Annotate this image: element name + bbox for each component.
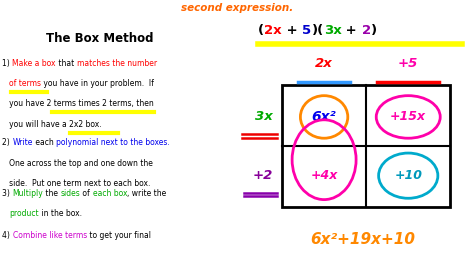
Text: (: ( bbox=[258, 24, 264, 37]
Text: , write the: , write the bbox=[127, 189, 166, 198]
Text: 2): 2) bbox=[2, 138, 12, 147]
Text: you have in your problem.  If: you have in your problem. If bbox=[42, 79, 155, 88]
Text: 6x²+19x+10: 6x²+19x+10 bbox=[310, 232, 415, 247]
Text: product: product bbox=[9, 209, 39, 218]
Text: Make a box: Make a box bbox=[12, 59, 56, 68]
Text: The Box Method: The Box Method bbox=[46, 32, 153, 45]
Text: +: + bbox=[341, 24, 362, 37]
Text: of terms: of terms bbox=[9, 79, 42, 88]
Text: polynomial next to the boxes.: polynomial next to the boxes. bbox=[56, 138, 170, 147]
Text: second expression.: second expression. bbox=[181, 3, 293, 13]
Text: matches the number: matches the number bbox=[77, 59, 157, 68]
Bar bbox=[282, 85, 450, 207]
Text: each box: each box bbox=[92, 189, 127, 198]
Text: you will have a 2x2 box.: you will have a 2x2 box. bbox=[2, 120, 102, 129]
Text: 1): 1) bbox=[2, 59, 12, 68]
Text: Write: Write bbox=[12, 138, 33, 147]
Text: you have 2 terms times 2 terms, then: you have 2 terms times 2 terms, then bbox=[2, 99, 154, 109]
Text: +4x: +4x bbox=[310, 169, 338, 182]
Text: One across the top and one down the: One across the top and one down the bbox=[2, 159, 153, 168]
Text: 2x: 2x bbox=[264, 24, 282, 37]
Text: Combine like terms: Combine like terms bbox=[13, 231, 87, 240]
Text: side.  Put one term next to each box.: side. Put one term next to each box. bbox=[2, 179, 151, 188]
Text: the: the bbox=[43, 189, 61, 198]
Text: ): ) bbox=[371, 24, 377, 37]
Text: )(: )( bbox=[311, 24, 324, 37]
Text: sides: sides bbox=[61, 189, 81, 198]
Text: 6x²: 6x² bbox=[312, 110, 337, 124]
Text: +10: +10 bbox=[394, 169, 422, 182]
Text: +: + bbox=[282, 24, 302, 37]
Text: +5: +5 bbox=[398, 57, 419, 70]
Text: 2: 2 bbox=[362, 24, 371, 37]
Text: 3): 3) bbox=[2, 189, 13, 198]
Text: Multiply: Multiply bbox=[13, 189, 43, 198]
Text: 2x: 2x bbox=[315, 57, 333, 70]
Text: to get your final: to get your final bbox=[87, 231, 151, 240]
Text: 5: 5 bbox=[302, 24, 311, 37]
Text: of: of bbox=[81, 189, 92, 198]
Text: that: that bbox=[56, 59, 77, 68]
Text: 3x: 3x bbox=[324, 24, 341, 37]
Text: each: each bbox=[33, 138, 56, 147]
Text: 3x: 3x bbox=[255, 110, 273, 123]
Text: 4): 4) bbox=[2, 231, 13, 240]
Text: +2: +2 bbox=[252, 169, 273, 182]
Text: in the box.: in the box. bbox=[39, 209, 82, 218]
Text: +15x: +15x bbox=[390, 110, 426, 123]
